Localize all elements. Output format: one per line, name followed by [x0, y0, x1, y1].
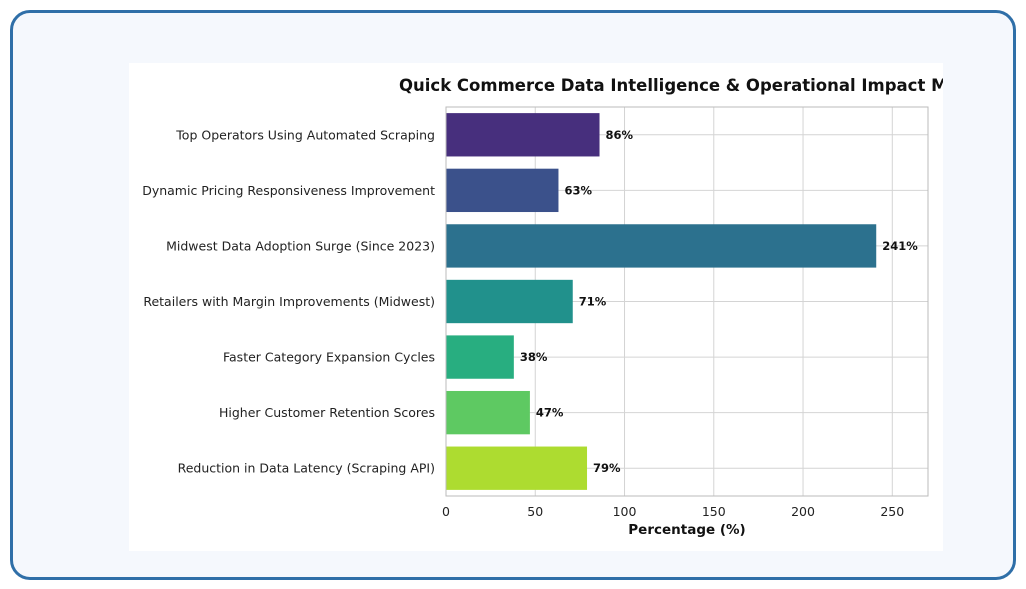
category-label: Reduction in Data Latency (Scraping API)	[178, 461, 435, 476]
value-label: 71%	[579, 295, 607, 309]
category-label: Higher Customer Retention Scores	[219, 405, 435, 420]
plot-frame	[445, 106, 929, 497]
category-label: Dynamic Pricing Responsiveness Improveme…	[142, 183, 435, 198]
x-tick-label: 150	[702, 504, 726, 519]
category-label: Midwest Data Adoption Surge (Since 2023)	[166, 238, 435, 253]
category-label: Retailers with Margin Improvements (Midw…	[143, 294, 435, 309]
bars	[446, 113, 877, 490]
x-axis-title: Percentage (%)	[628, 522, 745, 538]
category-labels: Top Operators Using Automated Scraping Dy…	[142, 127, 435, 475]
bar	[446, 168, 559, 213]
bar	[446, 279, 573, 324]
x-tick-label: 50	[527, 504, 543, 519]
x-tick-label: 100	[613, 504, 637, 519]
x-tick-labels: 0 50 100 150 200 250	[442, 504, 904, 519]
x-tick-label: 250	[880, 504, 904, 519]
bar	[446, 446, 588, 490]
value-label: 86%	[606, 128, 634, 142]
value-label: 241%	[882, 239, 918, 253]
chart-title: Quick Commerce Data Intelligence & Opera…	[399, 76, 943, 95]
chart-card: Quick Commerce Data Intelligence & Opera…	[129, 63, 943, 551]
bar	[446, 224, 877, 268]
bar	[446, 390, 530, 435]
value-label: 79%	[593, 461, 621, 475]
bar	[446, 335, 514, 379]
category-label: Top Operators Using Automated Scraping	[175, 127, 435, 142]
value-label: 38%	[520, 350, 548, 364]
card-frame: Quick Commerce Data Intelligence & Opera…	[10, 10, 1016, 580]
x-tick-label: 200	[791, 504, 815, 519]
bar	[446, 113, 600, 157]
x-tick-label: 0	[442, 504, 450, 519]
value-label: 63%	[564, 183, 592, 197]
value-labels: 86% 63% 241% 71% 38% 47% 79%	[520, 128, 918, 475]
bar-chart: Quick Commerce Data Intelligence & Opera…	[142, 76, 943, 538]
category-label: Faster Category Expansion Cycles	[223, 350, 435, 365]
value-label: 47%	[536, 406, 564, 420]
